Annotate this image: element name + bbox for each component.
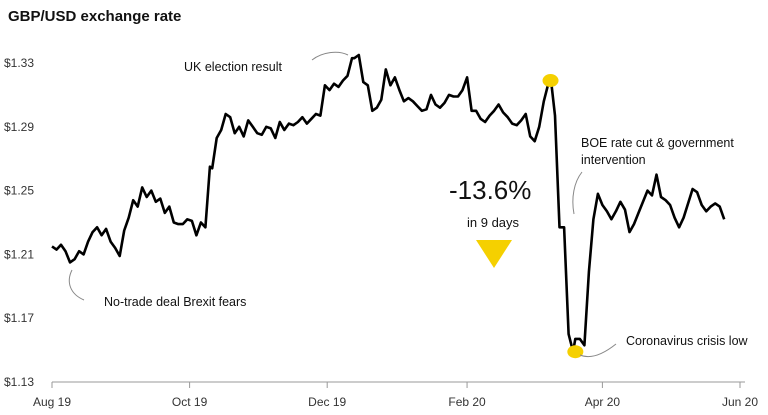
y-tick-label: $1.33 bbox=[4, 56, 34, 70]
x-tick-label: Dec 19 bbox=[308, 395, 346, 409]
y-axis-ticks: $1.33 $1.29 $1.25 $1.21 $1.17 $1.13 bbox=[4, 56, 34, 389]
low-callout-curve bbox=[579, 343, 617, 358]
y-tick-label: $1.25 bbox=[4, 184, 34, 198]
y-tick-label: $1.13 bbox=[4, 375, 34, 389]
annotation-election: UK election result bbox=[184, 60, 282, 74]
annotation-drop-percent: -13.6% bbox=[449, 175, 531, 205]
series-line bbox=[51, 53, 726, 354]
annotation-boe-line2: intervention bbox=[581, 153, 646, 167]
y-tick-label: $1.29 bbox=[4, 120, 34, 134]
x-tick-label: Oct 19 bbox=[172, 395, 208, 409]
chart-title: GBP/USD exchange rate bbox=[8, 8, 182, 25]
x-tick-label: Apr 20 bbox=[585, 395, 621, 409]
boe-callout-curve bbox=[572, 171, 583, 215]
x-tick-label: Jun 20 bbox=[722, 395, 758, 409]
brexit-callout-curve bbox=[68, 269, 85, 301]
y-tick-label: $1.17 bbox=[4, 311, 34, 325]
annotation-brexit: No-trade deal Brexit fears bbox=[104, 295, 246, 309]
x-axis-ticks: Aug 19 Oct 19 Dec 19 Feb 20 Apr 20 Jun 20 bbox=[33, 382, 758, 409]
y-tick-label: $1.21 bbox=[4, 247, 34, 261]
annotation-low: Coronavirus crisis low bbox=[626, 334, 749, 348]
x-tick-label: Feb 20 bbox=[448, 395, 486, 409]
drop-triangle-icon bbox=[476, 240, 512, 268]
highlight-marker bbox=[542, 74, 559, 88]
x-tick-label: Aug 19 bbox=[33, 395, 71, 409]
annotation-boe-line1: BOE rate cut & government bbox=[581, 136, 734, 150]
annotation-drop-days: in 9 days bbox=[467, 215, 520, 230]
highlight-marker bbox=[567, 345, 584, 359]
election-callout-curve bbox=[311, 51, 349, 61]
plot-area bbox=[51, 53, 726, 359]
